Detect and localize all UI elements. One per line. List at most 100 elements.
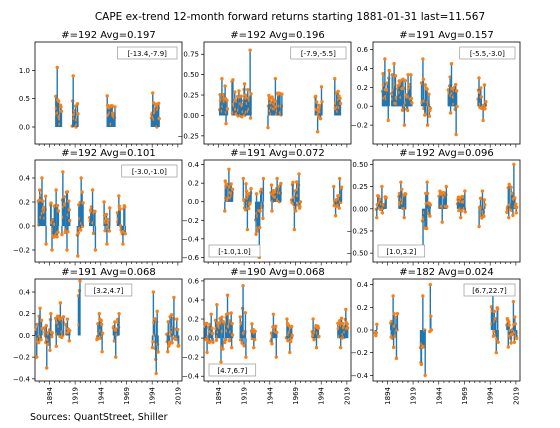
stem-marker — [45, 366, 49, 370]
stem-marker — [54, 344, 58, 348]
stem-marker — [227, 167, 231, 171]
stem-marker — [61, 170, 65, 174]
stem-marker — [274, 324, 278, 329]
x-tick-label: 1894 — [46, 386, 54, 404]
stem-marker — [271, 98, 275, 102]
stem-marker — [230, 321, 234, 326]
stem-marker — [48, 348, 52, 352]
x-tick-label: 2019 — [174, 387, 182, 405]
stem-marker — [482, 214, 486, 218]
stem-marker — [275, 330, 279, 335]
x-tick-label: 1944 — [266, 386, 274, 404]
stem-marker — [505, 210, 509, 214]
subplot-title: #=190 Avg=0.068 — [230, 267, 325, 278]
stem-marker — [483, 107, 487, 111]
y-tick-label: 0.00 — [352, 205, 368, 213]
bin-label-box — [377, 244, 426, 258]
stem-marker — [429, 314, 433, 318]
stem-marker — [210, 326, 214, 330]
stem-marker — [428, 106, 433, 111]
y-tick-label: −0.4 — [13, 375, 31, 383]
stem-series — [217, 48, 343, 134]
y-tick-label: 0.0 — [19, 332, 30, 340]
stem-marker — [454, 132, 458, 137]
y-tick-label: −0.4 — [182, 373, 200, 381]
stem-marker — [65, 190, 70, 194]
stem-marker — [332, 184, 336, 189]
stem-marker — [291, 180, 295, 185]
subplot-title: #=192 Avg=0.196 — [230, 30, 325, 41]
stem-marker — [55, 203, 60, 208]
x-tick-label: 1969 — [461, 387, 469, 405]
x-tick-label: 1944 — [97, 386, 105, 404]
stem-marker — [244, 182, 248, 186]
bin-label: [3.2,4.7] — [94, 287, 124, 295]
stem-marker — [311, 317, 315, 321]
y-tick-label: 0.0 — [19, 124, 30, 132]
stem-marker — [507, 215, 511, 220]
stem-marker — [166, 350, 170, 354]
stem-marker — [68, 218, 72, 223]
stem-marker — [76, 231, 81, 235]
stem-marker — [274, 355, 278, 359]
x-tick-label: 1919 — [241, 387, 249, 405]
y-tick-label: −0.25 — [347, 227, 368, 235]
bin-label-box — [463, 283, 516, 297]
stem-marker — [440, 220, 444, 224]
stem-marker — [155, 309, 159, 314]
stem-marker — [71, 74, 75, 78]
stem-marker — [298, 204, 302, 209]
stem-marker — [246, 88, 250, 92]
y-tick-label: −0.6 — [182, 254, 200, 262]
stem-marker — [110, 104, 114, 108]
bin-label-box — [208, 363, 257, 377]
y-tick-label: −0.25 — [178, 132, 199, 140]
y-tick-label: 0.6 — [188, 277, 200, 285]
stem-marker — [402, 123, 407, 127]
stem-marker — [175, 317, 179, 321]
stem-marker — [410, 101, 414, 105]
stem-marker — [345, 326, 350, 330]
stem-marker — [67, 208, 71, 212]
stem-marker — [252, 345, 256, 350]
y-tick-label: 0.4 — [19, 175, 31, 183]
stem-marker — [270, 209, 274, 213]
bin-label: [-3.0,-1.0] — [132, 168, 167, 176]
stem-marker — [428, 214, 432, 218]
stem-marker — [223, 179, 227, 183]
stem-marker — [39, 318, 44, 323]
stem-marker — [239, 94, 243, 98]
stem-marker — [421, 77, 426, 81]
stem-marker — [493, 316, 497, 321]
y-tick-label: 0.2 — [188, 180, 199, 188]
stem-marker — [496, 340, 500, 344]
stem-marker — [495, 307, 500, 311]
stem-marker — [248, 116, 253, 120]
stem-marker — [337, 176, 342, 181]
stem-marker — [216, 321, 220, 325]
stem-marker — [513, 196, 517, 200]
stem-marker — [514, 336, 519, 341]
stem-marker — [56, 99, 61, 104]
stem-marker — [376, 194, 381, 198]
stem-marker — [427, 92, 431, 96]
stem-marker — [463, 210, 467, 214]
stem-marker — [391, 345, 396, 350]
stem-marker — [425, 123, 430, 127]
subplot-2: #=192 Avg=0.196 −0.25 0.00 0.25 0.50 0.75 [-7.… — [178, 30, 352, 148]
stem-marker — [425, 180, 429, 184]
subplot-title: #=192 Avg=0.197 — [61, 30, 156, 41]
stem-marker — [514, 202, 518, 206]
stem-marker — [223, 209, 227, 213]
stem-series — [374, 162, 519, 255]
stem-marker — [105, 94, 109, 98]
axes-frame — [203, 159, 352, 263]
stem-marker — [454, 89, 459, 93]
stem-marker — [103, 228, 107, 233]
subplot-title: #=191 Avg=0.157 — [399, 30, 494, 41]
bin-label-box — [84, 283, 133, 297]
stem-series — [380, 57, 488, 137]
stem-marker — [512, 162, 516, 167]
subplot-8: #=190 Avg=0.068 −0.4 −0.2 0.0 0.2 0.4 0.6 1894 1… — [182, 267, 352, 405]
stem-marker — [237, 89, 241, 93]
